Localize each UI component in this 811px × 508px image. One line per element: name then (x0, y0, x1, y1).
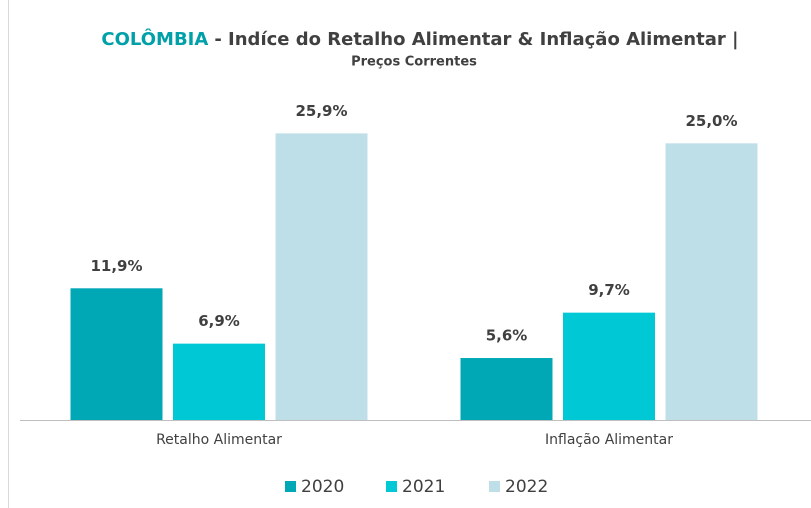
title-text: - Indíce do Retalho Alimentar & Inflação… (214, 29, 738, 50)
bar (70, 288, 163, 420)
bar (173, 343, 265, 420)
legend-swatch (489, 481, 500, 492)
data-label: 9,7% (588, 281, 630, 299)
x-tick-label: Retalho Alimentar (156, 432, 282, 448)
bar (460, 358, 553, 420)
legend-label: 2020 (301, 477, 344, 497)
legend-swatch (285, 481, 296, 492)
data-label: 11,9% (90, 257, 142, 275)
data-label: 5,6% (486, 327, 528, 345)
data-label: 25,9% (295, 102, 347, 120)
legend-label: 2022 (505, 477, 548, 497)
bar (665, 143, 758, 421)
data-label: 6,9% (198, 312, 240, 330)
chart-title: COLÔMBIA - Indíce do Retalho Alimentar & … (101, 28, 738, 50)
title-country: COLÔMBIA (101, 28, 208, 50)
bar (275, 133, 368, 420)
chart-subtitle: Preços Correntes (351, 55, 477, 70)
bar (563, 312, 655, 420)
data-label: 25,0% (685, 112, 737, 130)
x-tick-label: Inflação Alimentar (545, 432, 673, 448)
legend-swatch (386, 481, 397, 492)
legend-label: 2021 (402, 477, 445, 497)
